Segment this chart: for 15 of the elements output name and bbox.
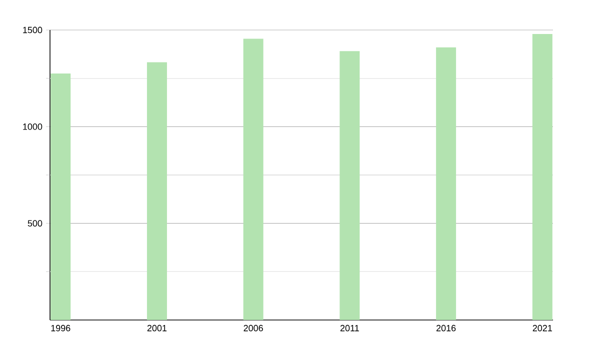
y-tick-label: 500 [28, 220, 42, 227]
bar [50, 73, 71, 320]
x-tick-label: 2011 [340, 324, 359, 332]
y-tick-label: 1500 [23, 26, 42, 34]
x-tick-label: 2016 [436, 324, 456, 332]
bar [243, 38, 264, 320]
x-tick-label: 2021 [532, 324, 552, 332]
bar [436, 47, 456, 320]
bar [146, 62, 167, 320]
bar [532, 34, 552, 320]
x-tick-label: 1996 [51, 324, 70, 332]
x-tick-label: 2001 [147, 324, 167, 332]
bar [340, 51, 360, 320]
y-tick-label: 1000 [23, 123, 42, 130]
x-tick-label: 2006 [244, 324, 263, 332]
